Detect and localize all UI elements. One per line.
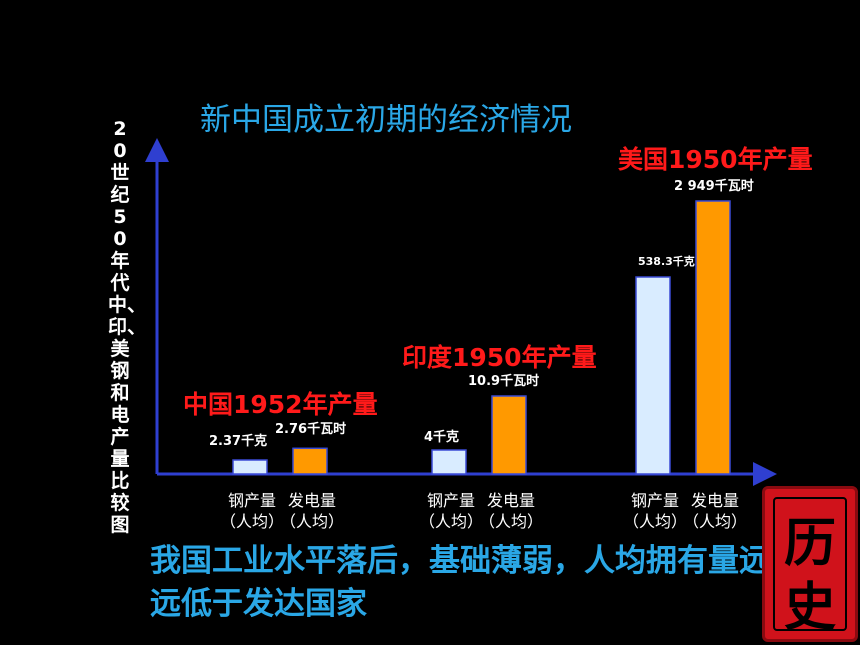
category-name: 发电量	[691, 491, 740, 510]
category-unit: （人均）	[220, 512, 285, 531]
category-name: 发电量	[487, 491, 536, 510]
conclusion-text: 我国工业水平落后，基础薄弱，人均拥有量远远低于发达国家	[150, 543, 770, 622]
category-unit: （人均）	[623, 512, 688, 531]
bar	[232, 459, 268, 475]
category-name: 钢产量	[631, 491, 680, 510]
category-label: 发电量 （人均）	[280, 490, 344, 532]
category-name: 钢产量	[228, 491, 277, 510]
bar	[431, 449, 467, 475]
bar-value-label: 2 949千瓦时	[674, 179, 754, 194]
group-title: 中国1952年产量	[183, 390, 378, 419]
bar	[635, 276, 671, 475]
category-label: 钢产量 （人均）	[623, 490, 687, 532]
chart-title: 新中国成立初期的经济情况	[200, 102, 572, 138]
category-name: 发电量	[288, 491, 337, 510]
seal-char-1: 历	[783, 513, 836, 574]
category-unit: （人均）	[683, 512, 748, 531]
bar	[491, 395, 527, 475]
bar	[695, 200, 731, 475]
category-unit: （人均）	[280, 512, 345, 531]
category-label: 发电量 （人均）	[479, 490, 543, 532]
category-label: 发电量 （人均）	[683, 490, 747, 532]
seal-char-2: 史	[783, 577, 836, 638]
bar-value-label: 538.3千克	[638, 255, 695, 268]
category-name: 钢产量	[427, 491, 476, 510]
category-label: 钢产量 （人均）	[419, 490, 483, 532]
category-label: 钢产量 （人均）	[220, 490, 284, 532]
category-unit: （人均）	[419, 512, 484, 531]
bar	[292, 447, 328, 475]
history-seal: 历 史	[762, 486, 858, 642]
bar-value-label: 10.9千瓦时	[468, 374, 540, 389]
group-title: 美国1950年产量	[618, 145, 813, 174]
category-unit: （人均）	[479, 512, 544, 531]
bar-value-label: 4千克	[424, 430, 460, 445]
bar-value-label: 2.37千克	[209, 434, 268, 449]
group-title: 印度1950年产量	[402, 343, 597, 372]
bar-value-label: 2.76千瓦时	[275, 422, 347, 438]
y-axis-label: 20世纪50年代中、印、美钢和电产量比较图	[108, 118, 147, 536]
